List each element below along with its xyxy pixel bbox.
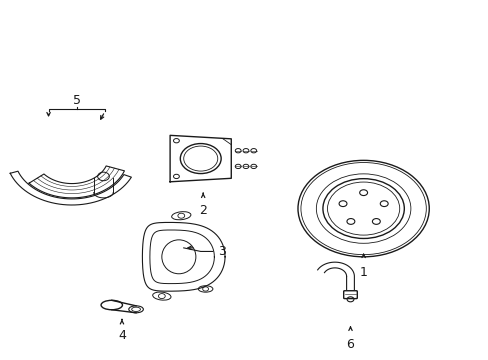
- Text: 2: 2: [199, 204, 207, 217]
- Text: 5: 5: [73, 94, 81, 107]
- Text: 6: 6: [346, 338, 354, 351]
- Text: 3: 3: [217, 245, 225, 258]
- Text: 4: 4: [118, 329, 125, 342]
- Text: 1: 1: [359, 266, 367, 279]
